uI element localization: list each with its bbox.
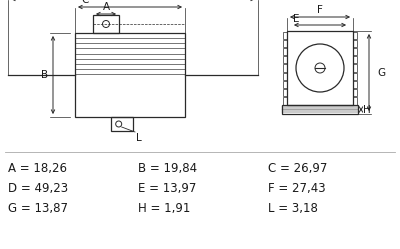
Bar (353, 89, 357, 96)
Bar (353, 73, 357, 80)
Bar (93, 15, 119, 33)
Text: G: G (377, 67, 385, 77)
Bar (283, 48, 287, 55)
Bar (353, 48, 357, 55)
Text: F: F (317, 5, 323, 15)
Text: H = 1,91: H = 1,91 (138, 201, 190, 214)
Bar (283, 40, 287, 47)
Bar (353, 40, 357, 47)
Text: A = 18,26: A = 18,26 (8, 162, 67, 175)
Bar (111, 117, 133, 131)
Bar (283, 89, 287, 96)
Bar (283, 64, 287, 72)
Bar (283, 81, 287, 88)
Text: C = 26,97: C = 26,97 (268, 162, 327, 175)
Text: F = 27,43: F = 27,43 (268, 182, 326, 194)
Text: A: A (102, 2, 110, 12)
Bar (353, 81, 357, 88)
Text: L = 3,18: L = 3,18 (268, 201, 318, 214)
Text: L: L (136, 133, 142, 143)
Bar (353, 32, 357, 39)
Text: E: E (293, 14, 300, 24)
Bar (353, 64, 357, 72)
Text: B: B (42, 70, 48, 80)
Bar (353, 97, 357, 105)
Text: C: C (81, 0, 89, 5)
Text: B = 19,84: B = 19,84 (138, 162, 197, 175)
Bar (283, 32, 287, 39)
Bar (283, 56, 287, 63)
Bar (353, 56, 357, 63)
Bar (75, 33, 185, 117)
Text: D = 49,23: D = 49,23 (8, 182, 68, 194)
Text: H: H (363, 105, 371, 115)
Bar (283, 97, 287, 105)
Text: E = 13,97: E = 13,97 (138, 182, 196, 194)
Bar (287, 31, 353, 105)
Bar (282, 105, 358, 114)
Text: G = 13,87: G = 13,87 (8, 201, 68, 214)
Bar (283, 73, 287, 80)
